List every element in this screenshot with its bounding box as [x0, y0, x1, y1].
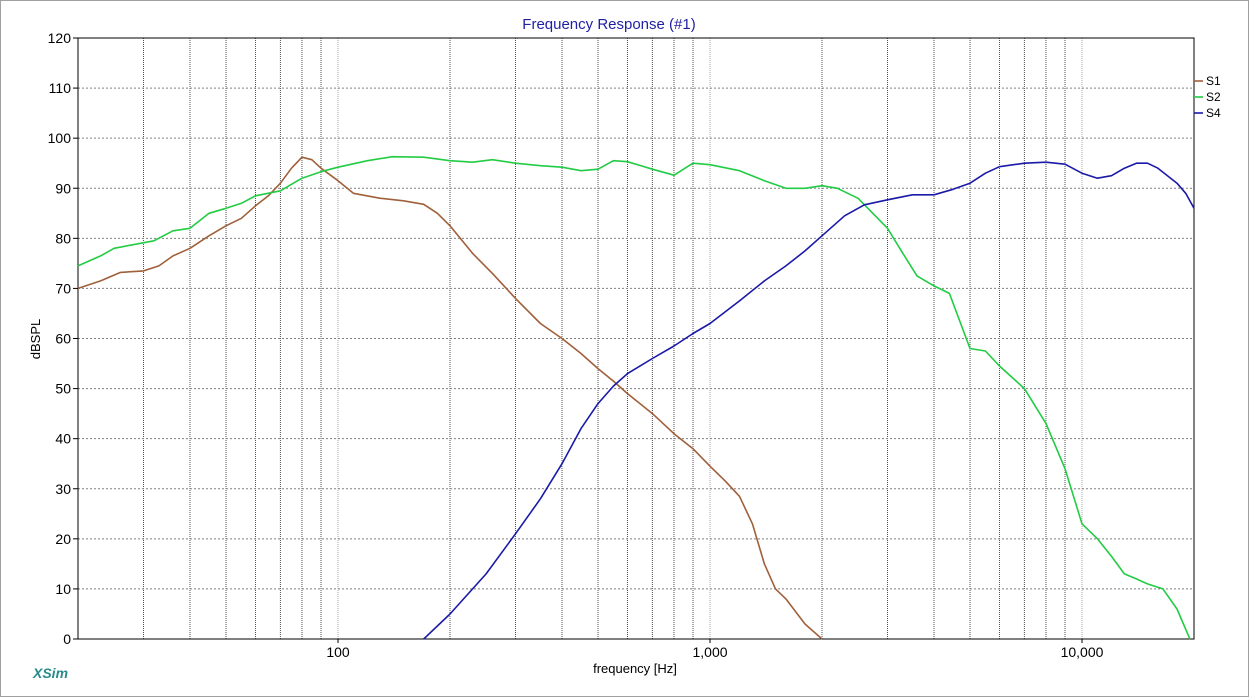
y-tick-label: 10: [55, 581, 71, 597]
y-tick-label: 30: [55, 481, 71, 497]
legend-label-s1: S1: [1206, 74, 1221, 88]
y-tick-label: 120: [48, 30, 72, 46]
series-line-s2: [77, 155, 1191, 640]
legend-label-s4: S4: [1206, 106, 1221, 120]
x-tick-label: 100: [326, 644, 350, 660]
y-tick-label: 110: [49, 80, 72, 96]
app-brand-logo: XSim: [33, 665, 69, 681]
x-axis-label: frequency [Hz]: [593, 661, 677, 676]
y-axis-label: dBSPL: [28, 319, 43, 359]
y-tick-label: 60: [55, 331, 71, 347]
y-tick-label: 90: [55, 180, 71, 196]
x-tick-label: 1,000: [692, 644, 727, 660]
x-tick-label: 10,000: [1061, 644, 1104, 660]
y-tick-label: 100: [48, 130, 72, 146]
y-axis-ticks: 0 10 20 30 40 50 60 70 80 90 100 110 120: [48, 30, 78, 647]
y-tick-label: 20: [55, 531, 71, 547]
y-tick-label: 40: [55, 431, 71, 447]
y-tick-label: 0: [63, 631, 71, 647]
series-lines: [77, 155, 1195, 640]
y-tick-label: 50: [55, 381, 71, 397]
chart-title: Frequency Response (#1): [522, 16, 695, 33]
series-line-s1: [77, 156, 823, 640]
legend-label-s2: S2: [1206, 90, 1221, 104]
y-tick-label: 70: [55, 280, 71, 296]
x-axis-ticks: 100 1,000 10,000: [326, 639, 1104, 660]
series-line-s4: [423, 161, 1195, 640]
y-tick-label: 80: [55, 230, 71, 246]
grid-lines: [78, 38, 1194, 639]
legend: S1 S2 S4: [1194, 74, 1221, 120]
